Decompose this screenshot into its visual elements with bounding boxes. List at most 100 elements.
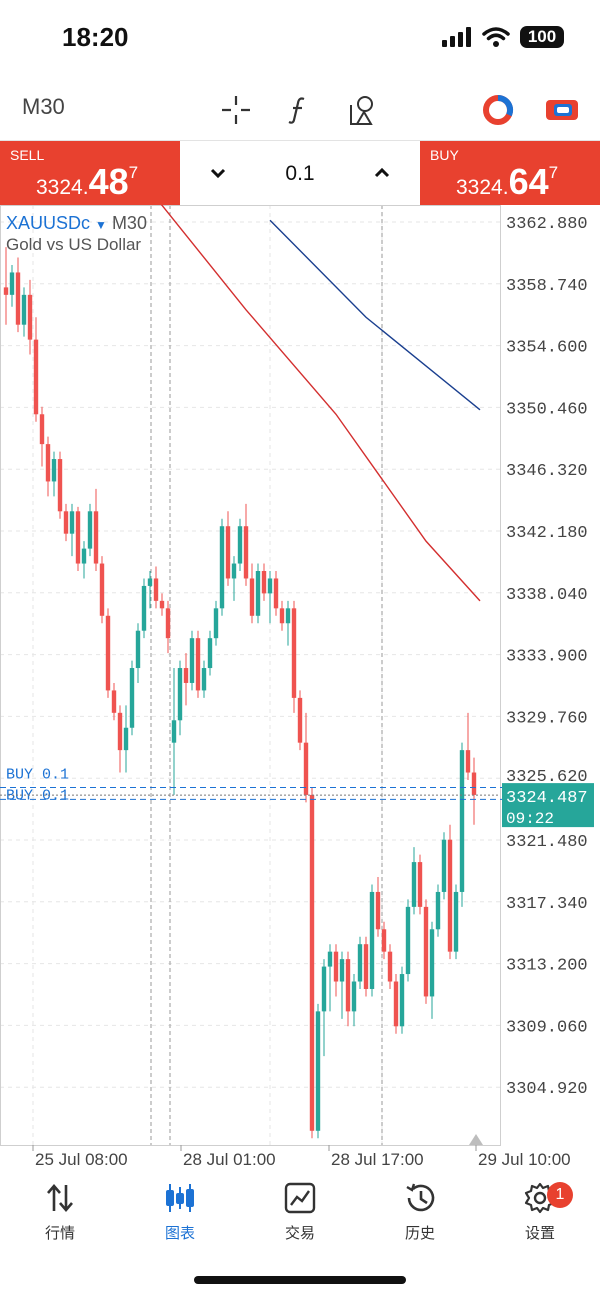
bottom-tab-bar: 行情 图表 交易 历史 — [0, 1172, 600, 1252]
history-clock-icon — [365, 1180, 475, 1216]
candle-body — [261, 571, 267, 594]
account-donut-icon[interactable] — [478, 90, 518, 130]
timeframe-button[interactable]: M30 — [22, 94, 65, 119]
candle-body — [387, 951, 393, 982]
one-click-trading-panel: SELL 3324.487 0.1 BUY 3324.647 — [0, 141, 600, 205]
y-tick-label: 3309.060 — [506, 1018, 588, 1037]
y-tick-label: 3304.920 — [506, 1080, 588, 1099]
bar-countdown: 09:22 — [506, 810, 554, 828]
candle-body — [303, 742, 309, 795]
y-tick-label: 3313.200 — [506, 957, 588, 976]
buy-button[interactable]: BUY 3324.647 — [420, 141, 600, 205]
chart-candles-icon — [125, 1180, 235, 1216]
indicator-f-icon[interactable] — [278, 90, 318, 130]
candle-body — [189, 638, 195, 683]
notification-badge: 1 — [547, 1182, 573, 1208]
candle-body — [219, 526, 225, 609]
candle-body — [93, 511, 99, 564]
candle-body — [111, 690, 117, 713]
candle-body — [99, 563, 105, 616]
switch-icon[interactable] — [542, 90, 582, 130]
candle-body — [147, 578, 153, 586]
chart-symbol-label[interactable]: XAUUSDc ▼ M30 — [6, 213, 147, 234]
candle-body — [297, 697, 303, 743]
candle-body — [381, 929, 387, 952]
symbol-dropdown-icon: ▼ — [95, 218, 107, 232]
candle-body — [231, 563, 237, 579]
tab-history[interactable]: 历史 — [365, 1180, 475, 1243]
volume-increase-button[interactable] — [364, 155, 400, 191]
battery-indicator: 100 — [520, 26, 564, 48]
plot-frame — [0, 205, 501, 1146]
candle-body — [327, 951, 333, 967]
y-tick-label: 3317.340 — [506, 895, 588, 914]
candle-body — [375, 891, 381, 930]
candle-body — [123, 727, 129, 751]
sell-button[interactable]: SELL 3324.487 — [0, 141, 180, 205]
sell-price-sup: 7 — [128, 163, 139, 182]
objects-icon[interactable] — [342, 90, 382, 130]
chevron-up-icon — [374, 167, 390, 178]
y-tick-label: 3329.760 — [506, 709, 588, 728]
symbol-name: XAUUSDc — [6, 213, 91, 233]
candle-body — [129, 668, 135, 728]
price-chart[interactable]: 3362.880 3358.740 3354.600 3350.460 3346.320… — [0, 205, 600, 1170]
candle-body — [195, 638, 201, 691]
candle-body — [69, 511, 75, 534]
candle-body — [207, 638, 213, 669]
tab-quotes[interactable]: 行情 — [5, 1180, 115, 1243]
x-axis-label: 29 Jul 10:00 — [478, 1150, 571, 1169]
candle-body — [267, 578, 273, 594]
candle-body — [27, 294, 33, 340]
candle-body — [183, 668, 189, 683]
tab-trade-label: 交易 — [284, 1225, 315, 1242]
sell-price-big: 48 — [88, 161, 129, 202]
candle-body — [3, 287, 9, 295]
status-time: 18:20 — [62, 22, 129, 52]
candle-body — [285, 608, 291, 624]
current-price-value: 3324.487 — [506, 789, 588, 808]
candle-body — [21, 294, 27, 325]
tab-settings-label: 设置 — [524, 1225, 555, 1242]
position-label: BUY 0.1 — [6, 787, 69, 804]
moving-average-slow — [269, 219, 481, 411]
candle-body — [243, 526, 249, 579]
tab-settings[interactable]: 设置 1 — [485, 1180, 595, 1243]
sell-label: SELL — [10, 147, 45, 163]
trade-graph-icon — [245, 1180, 355, 1216]
moving-average-fast — [160, 205, 481, 602]
volume-decrease-button[interactable] — [200, 155, 236, 191]
candlestick-chart[interactable]: 3362.880 3358.740 3354.600 3350.460 3346.320… — [0, 205, 600, 1170]
tab-trade[interactable]: 交易 — [245, 1180, 355, 1243]
status-bar: 18:20 100 — [0, 0, 600, 80]
candle-body — [429, 929, 435, 997]
candle-body — [273, 578, 279, 609]
candle-body — [405, 906, 411, 975]
chevron-down-icon — [210, 168, 226, 179]
candle-body — [105, 615, 111, 691]
candle-body — [153, 578, 159, 601]
quotes-arrows-icon — [5, 1180, 115, 1216]
candle-body — [213, 608, 219, 639]
home-indicator — [194, 1276, 406, 1284]
candle-body — [453, 891, 459, 952]
candle-body — [51, 459, 57, 482]
crosshair-icon[interactable] — [216, 90, 256, 130]
volume-value[interactable]: 0.1 — [285, 162, 315, 185]
candle-body — [309, 794, 315, 1131]
candle-body — [9, 272, 15, 295]
y-tick-label: 3346.320 — [506, 462, 588, 481]
y-tick-label: 3321.480 — [506, 833, 588, 852]
x-axis-label: 28 Jul 01:00 — [183, 1150, 276, 1169]
candle-body — [237, 526, 243, 564]
candle-body — [225, 526, 231, 579]
sell-price: 3324.487 — [36, 161, 138, 203]
candle-body — [63, 511, 69, 534]
candle-body — [351, 981, 357, 1012]
candle-body — [165, 608, 171, 639]
symbol-description: Gold vs US Dollar — [6, 235, 142, 254]
tab-chart[interactable]: 图表 — [125, 1180, 235, 1243]
y-tick-label: 3354.600 — [506, 339, 588, 358]
buy-price-prefix: 3324. — [456, 176, 509, 199]
candle-body — [159, 600, 165, 609]
